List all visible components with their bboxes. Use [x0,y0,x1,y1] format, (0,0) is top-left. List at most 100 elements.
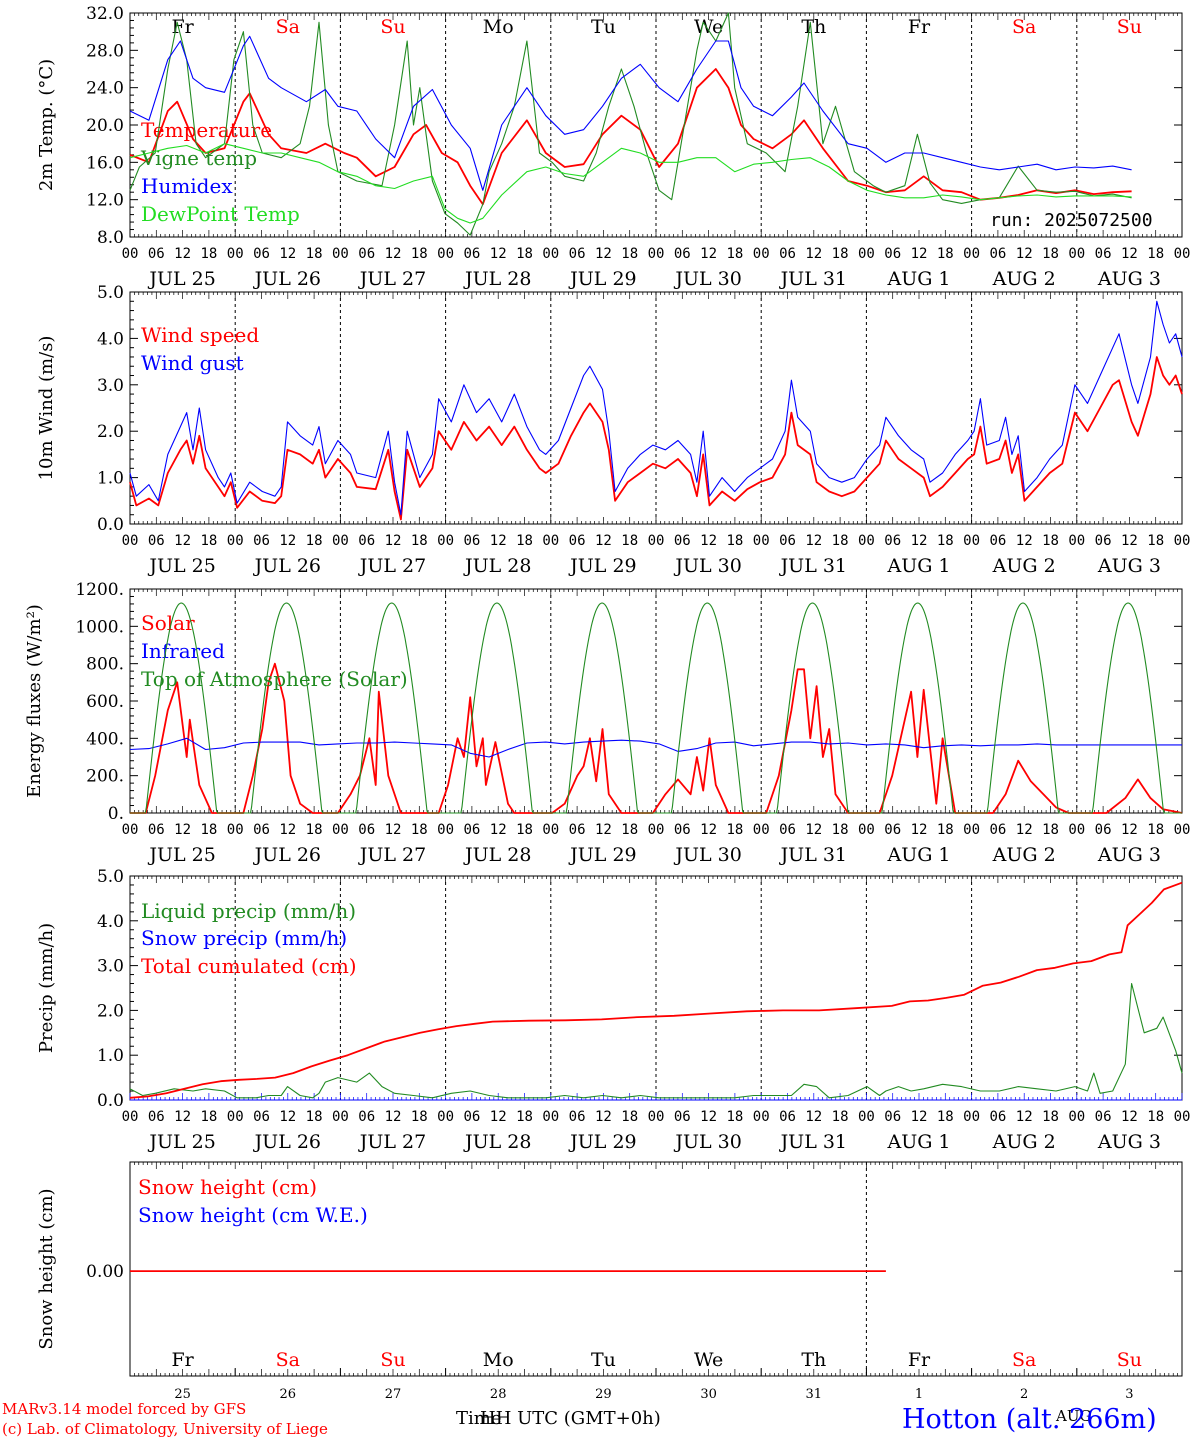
x-hour-label: 06 [674,822,691,838]
x-hour-label: 18 [516,822,533,838]
x-hour-label: 18 [1147,1109,1164,1125]
date-label: JUL 25 [147,844,215,866]
weekday-label: Th [801,1349,826,1371]
x-hour-label: 18 [411,1109,428,1125]
x-hour-label: 12 [911,1109,928,1125]
panel-2: 0.0 1.0 2.0 3.0 4.0 5.0 10m Wind (m/s) 00 06 12 18… [36,283,1190,577]
x-hour-label: 06 [989,1109,1006,1125]
x-hour-label: 00 [122,533,139,549]
weekday-label: Su [1117,16,1142,38]
x-hour-label: 00 [542,533,559,549]
weekday-label: Fr [171,16,194,38]
legend-entry: Liquid precip (mm/h) [141,899,356,923]
x-hour-label: 00 [332,822,349,838]
x-hour-label: 18 [832,246,849,262]
series-line-2 [129,881,1183,1099]
x-hour-label: 00 [1174,533,1191,549]
date-label: JUL 29 [568,844,636,866]
x-hour-label: 06 [989,822,1006,838]
date-label: JUL 26 [253,555,321,577]
y-axis-label: 10m Wind (m/s) [36,336,57,481]
weekday-label: Tu [591,1349,616,1371]
date-label: JUL 26 [253,1131,321,1153]
x-hour-label: 12 [174,822,191,838]
day-number-label: 26 [280,1387,297,1402]
x-hour-label: 18 [200,533,217,549]
x-hour-label: 12 [700,246,717,262]
x-hour-label: 00 [858,822,875,838]
x-hour-label: 06 [148,246,165,262]
series-line-1 [129,300,1183,516]
date-label: JUL 31 [779,268,847,290]
x-hour-label: 12 [174,533,191,549]
weekday-label: Su [380,1349,405,1371]
x-hour-label: 12 [911,246,928,262]
x-hour-label: 18 [937,822,954,838]
x-hour-label: 06 [989,533,1006,549]
weekday-label: Sa [1012,16,1036,38]
x-hour-label: 12 [700,533,717,549]
x-hour-label: 00 [227,533,244,549]
weekday-label: Su [1117,1349,1142,1371]
x-hour-label: 00 [122,1109,139,1125]
y-tick-label: 2.0 [97,422,124,442]
y-tick-label: 4.0 [97,912,124,932]
x-hour-label: 00 [963,246,980,262]
x-hour-label: 12 [1016,1109,1033,1125]
x-hour-label: 00 [753,1109,770,1125]
date-label: JUL 27 [358,844,426,866]
x-hour-label: 18 [200,246,217,262]
y-tick-label: 1000. [75,617,124,637]
x-hour-label: 06 [463,533,480,549]
weekday-label: We [694,1349,723,1371]
y-tick-label: 3.0 [97,957,124,977]
date-label: JUL 25 [147,268,215,290]
y-tick-label: 2.0 [97,1001,124,1021]
x-hour-label: 18 [832,822,849,838]
legend-entry: Infrared [141,639,225,663]
x-hour-label: 06 [463,1109,480,1125]
x-hour-label: 18 [726,822,743,838]
x-hour-label: 18 [1042,246,1059,262]
x-hour-label: 18 [937,533,954,549]
date-label: JUL 29 [568,555,636,577]
date-label: AUG 3 [1097,268,1161,290]
y-tick-label: 0.0 [97,515,124,535]
x-hour-label: 12 [490,246,507,262]
x-hour-label: 18 [306,822,323,838]
x-hour-label: 06 [358,533,375,549]
series-line-0 [130,662,1183,814]
date-label: JUL 28 [463,268,531,290]
x-hour-label: 12 [911,533,928,549]
x-hour-label: 18 [1042,533,1059,549]
legend-entry: Wind gust [141,351,244,375]
date-label: JUL 30 [673,1131,741,1153]
series-line-3 [129,143,1132,224]
y-tick-label: 0.0 [97,1091,124,1111]
series-line-0 [129,982,1183,1099]
y-tick-label: 0. [108,804,124,824]
x-hour-label: 00 [1068,246,1085,262]
x-hour-label: 18 [621,822,638,838]
x-hour-label: 06 [569,533,586,549]
y-tick-label: 5.0 [97,867,124,887]
x-hour-label: 06 [1095,246,1112,262]
x-hour-label: 12 [700,822,717,838]
x-hour-label: 00 [227,1109,244,1125]
legend-entry: Top of Atmosphere (Solar) [141,667,408,691]
x-hour-label: 00 [648,1109,665,1125]
x-hour-label: 00 [648,246,665,262]
date-label: AUG 2 [992,268,1056,290]
day-number-label: 2 [1020,1387,1028,1402]
weekday-label: Sa [276,16,300,38]
x-hour-label: 18 [621,1109,638,1125]
y-tick-label: 600. [86,692,124,712]
x-axis-label-time: Time [456,1408,501,1429]
station-label: Hotton (alt. 266m) [902,1404,1157,1435]
x-hour-label: 00 [227,822,244,838]
x-hour-label: 00 [332,246,349,262]
x-hour-label: 00 [1068,822,1085,838]
series-line-1 [129,12,1132,236]
x-hour-label: 12 [1121,1109,1138,1125]
x-hour-label: 00 [437,533,454,549]
